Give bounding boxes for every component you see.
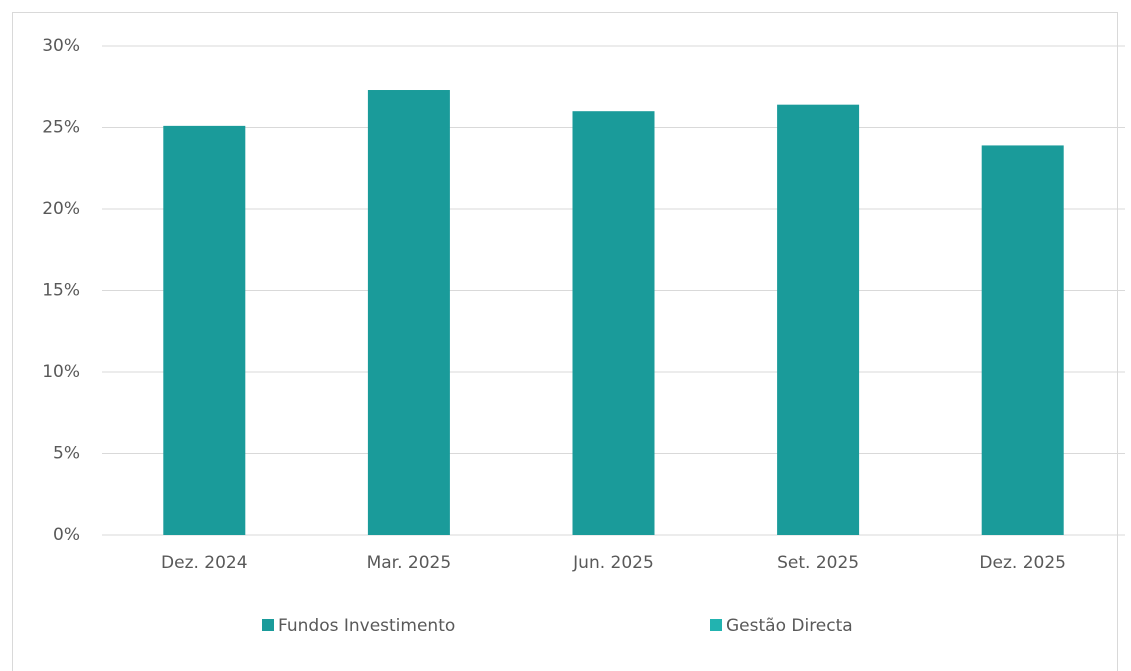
x-tick-label: Set. 2025 xyxy=(777,553,859,573)
y-tick-label: 0% xyxy=(53,525,80,545)
legend-label: Fundos Investimento xyxy=(278,616,455,636)
bar xyxy=(367,90,450,535)
y-tick-label: 30% xyxy=(42,36,80,56)
x-tick-label: Jun. 2025 xyxy=(572,553,654,573)
bar xyxy=(163,125,246,536)
legend-label: Gestão Directa xyxy=(726,616,853,636)
y-tick-label: 5% xyxy=(53,444,80,464)
legend-swatch xyxy=(710,619,722,631)
y-tick-label: 15% xyxy=(42,281,80,301)
legend-swatch xyxy=(262,619,274,631)
y-tick-label: 10% xyxy=(42,362,80,382)
bar xyxy=(777,104,860,536)
x-tick-label: Mar. 2025 xyxy=(367,553,452,573)
bar xyxy=(572,111,655,535)
x-tick-label: Dez. 2024 xyxy=(161,553,248,573)
y-tick-label: 25% xyxy=(42,118,80,138)
y-tick-label: 20% xyxy=(42,199,80,219)
bar xyxy=(981,145,1064,535)
x-tick-label: Dez. 2025 xyxy=(979,553,1066,573)
